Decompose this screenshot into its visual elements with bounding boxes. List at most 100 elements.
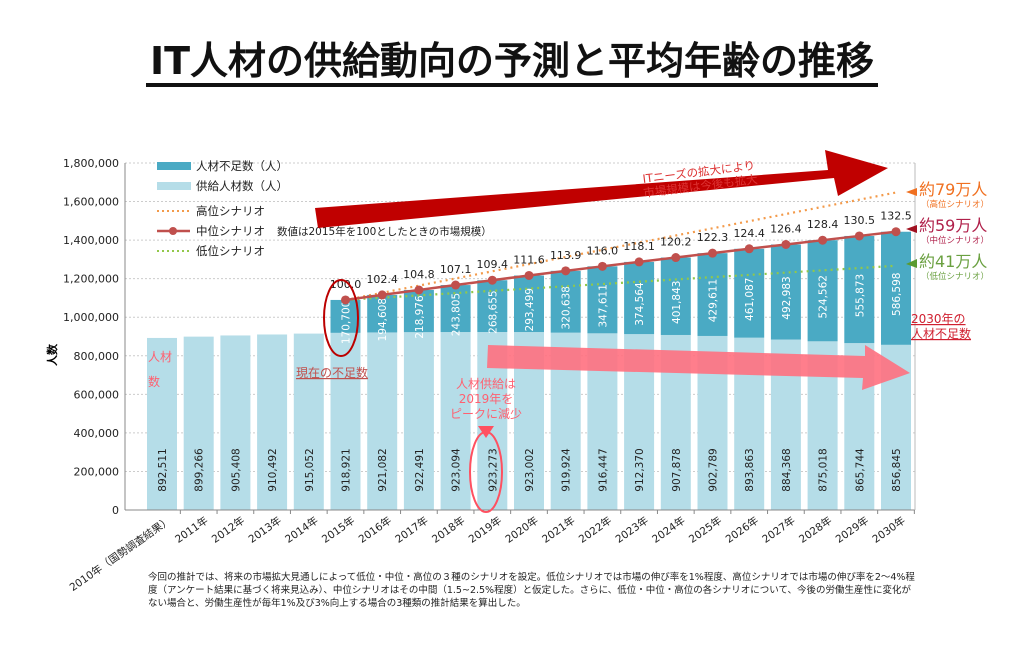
mid-scenario-marker [818, 235, 828, 245]
growth-arrow: ITニーズの拡大により 市場規模は今後も拡大 [315, 150, 888, 228]
supply-bar [183, 336, 214, 510]
arrow-mid-icon [906, 225, 917, 233]
shortage-bar [550, 270, 581, 333]
mid-scenario-marker [377, 290, 387, 300]
shortage-value-label: 374,564 [634, 282, 646, 326]
mid-scenario-line [345, 230, 897, 302]
mid-scenario-marker [524, 270, 534, 280]
high-total: 約79万人 [919, 180, 987, 199]
supply-value-label: 923,002 [524, 448, 536, 491]
y-axis-ticks: 0 200,000 400,000 600,000 800,000 1,000,000 1,… [63, 157, 119, 517]
mid-scenario-marker [854, 231, 864, 241]
mid-scenario-marker [341, 295, 350, 305]
supply-value-label: 907,878 [671, 448, 683, 491]
x-tick-label: 2027年 [760, 514, 798, 546]
shortage-bar [770, 244, 801, 340]
x-tick-label: 2012年 [209, 514, 247, 546]
y-axis-label: 人数 [45, 343, 59, 366]
shortage-value-label: 524,562 [818, 275, 830, 318]
mid-scenario-marker [561, 266, 571, 276]
supply-bar [403, 332, 434, 510]
market-index-label: 120.2 [660, 236, 692, 249]
mid-scenario-marker [671, 253, 681, 263]
shortage-bar [807, 240, 838, 342]
market-index-label: 126.4 [770, 222, 802, 235]
supply-value-label: 923,273 [487, 448, 499, 491]
y-tick-label: 400,000 [74, 427, 120, 440]
supply-bar [293, 333, 324, 510]
shortage-bar [844, 235, 875, 344]
market-index-label: 118.1 [623, 240, 655, 253]
market-index-label: 128.4 [807, 218, 839, 231]
x-tick-label: 2017年 [393, 514, 431, 546]
shortage-value-label: 218,976 [414, 295, 426, 339]
supply-peak-text-3: ピークに減少 [450, 406, 522, 421]
supply-decline-arrow [487, 345, 910, 390]
mid-scenario-marker [634, 257, 644, 267]
y-tick-label: 600,000 [74, 388, 120, 401]
supply-value-label: 884,368 [781, 448, 793, 491]
x-tick-label: 2026年 [723, 514, 761, 546]
shortage-value-label: 401,843 [671, 281, 683, 324]
market-index-label: 107.1 [440, 263, 472, 276]
supply-label-2: 数 [148, 374, 160, 389]
current-shortage-circle [323, 279, 359, 357]
scenario-totals: 約79万人 （高位シナリオ） 約59万人 （中位シナリオ） 約41万人 （低位シ… [906, 180, 989, 282]
supply-bar [220, 335, 251, 510]
shortage-bar [697, 253, 728, 336]
footnote: 今回の推計では、将来の市場拡大見通しによって低位・中位・高位の３種のシナリオを設… [148, 572, 915, 609]
mid-scenario-marker [744, 244, 754, 254]
shortage-value-label: 347,611 [597, 284, 609, 327]
supply-value-label: 912,370 [634, 448, 646, 491]
shortage-bar [514, 275, 544, 333]
legend-marker-mid [169, 227, 177, 235]
y-tick-label: 1,200,000 [63, 273, 119, 286]
y-tick-label: 1,600,000 [63, 196, 119, 209]
shortage-bar [587, 266, 618, 334]
mid-scenario-marker [781, 239, 791, 249]
y-tick-label: 1,400,000 [63, 234, 119, 247]
mid-sub: （中位シナリオ） [921, 235, 989, 246]
low-sub: （低位シナリオ） [921, 271, 989, 282]
supply-peak-text-2: 2019年を [459, 392, 514, 406]
x-tick-label: 2022年 [576, 514, 614, 546]
supply-value-label: 899,266 [194, 448, 206, 492]
legend-label-mid: 中位シナリオ [196, 224, 265, 238]
shortage-2030-text-2: 人材不足数 [911, 326, 971, 341]
legend: 人材不足数（人） 供給人材数（人） 高位シナリオ 中位シナリオ 数値は2015年… [157, 159, 492, 258]
market-index-label: 124.4 [733, 227, 765, 240]
shortage-bar [624, 261, 655, 335]
y-tick-label: 1,000,000 [63, 311, 119, 324]
x-tick-label: 2013年 [246, 514, 284, 546]
mid-scenario-marker [451, 280, 461, 290]
supply-bar [440, 332, 471, 510]
x-tick-label: 2020年 [503, 514, 541, 546]
x-tick-label: 2019年 [466, 514, 504, 546]
supply-value-label: 902,789 [708, 448, 720, 491]
x-tick-label: 2028年 [796, 514, 834, 546]
legend-swatch-supply [157, 182, 191, 190]
x-tick-label: 2029年 [833, 514, 871, 546]
supply-value-label: 922,491 [414, 448, 426, 491]
y-tick-label: 200,000 [74, 465, 120, 478]
low-scenario-line [345, 264, 897, 302]
market-index-label: 104.8 [403, 268, 435, 281]
supply-value-label: 856,845 [891, 448, 903, 491]
x-tick-label: 2011年 [172, 514, 210, 546]
scenario-lines: 100.0 102.4 104.8 107.1 109.4 111.6 113.9 116.0… [330, 191, 912, 305]
supply-bar [330, 332, 361, 510]
shortage-value-label: 320,638 [561, 286, 573, 329]
mid-scenario-marker [487, 275, 497, 285]
shortage-bar [330, 299, 361, 333]
page-title: IT人材の供給動向の予測と平均年齢の推移 [0, 30, 1024, 87]
legend-label-low: 低位シナリオ [196, 244, 265, 258]
x-tick-label: 2021年 [539, 514, 577, 546]
shortage-value-label: 268,655 [487, 290, 499, 333]
market-index-label: 100.0 [330, 278, 362, 291]
legend-label-supply: 供給人材数（人） [196, 179, 288, 193]
y-tick-label: 800,000 [74, 350, 120, 363]
x-tick-label: 2025年 [686, 514, 724, 546]
shortage-value-label: 492,983 [781, 276, 793, 319]
mid-scenario-marker [597, 261, 607, 271]
supply-value-label: 918,921 [341, 448, 353, 491]
